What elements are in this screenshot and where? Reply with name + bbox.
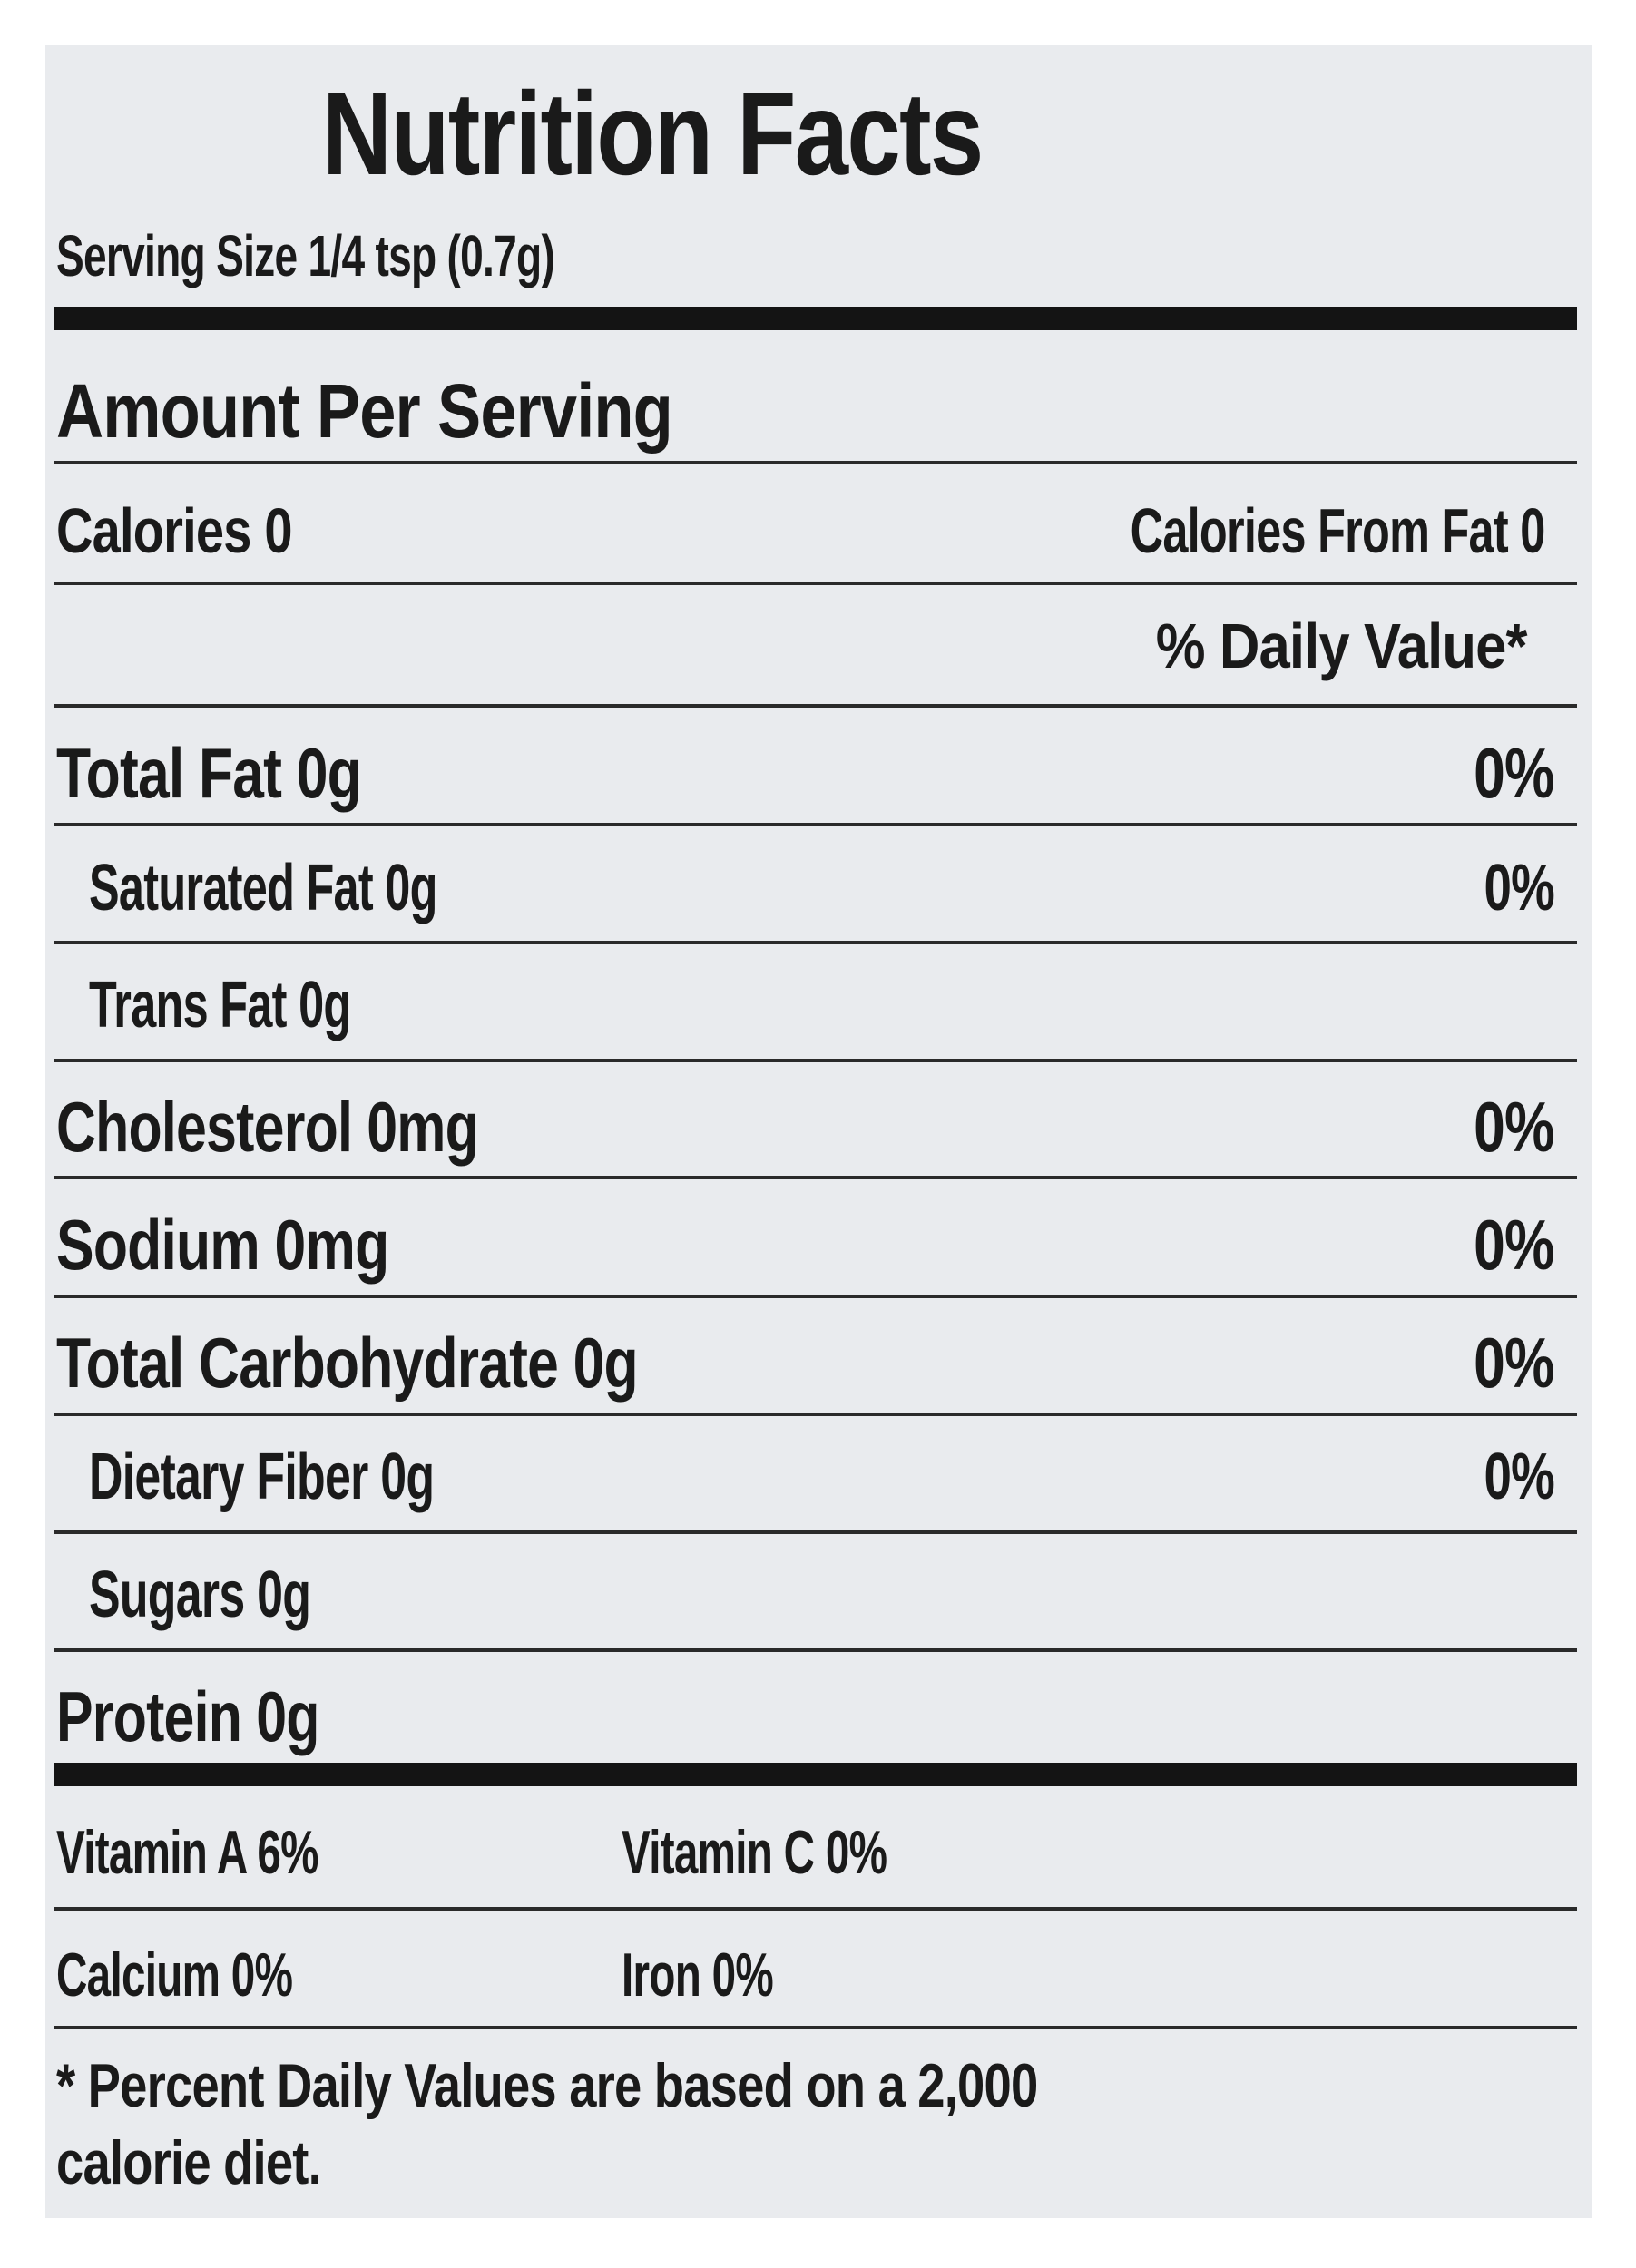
divider xyxy=(54,1059,1577,1062)
calories-from-fat: Calories From Fat 0 xyxy=(1131,495,1546,566)
serving-size: Serving Size 1/4 tsp (0.7g) xyxy=(56,223,555,288)
dietary-fiber-label: Dietary Fiber 0g xyxy=(89,1441,435,1513)
footnote-line-1: * Percent Daily Values are based on a 2,… xyxy=(56,2051,1038,2120)
divider xyxy=(54,1907,1577,1911)
divider xyxy=(54,1295,1577,1298)
footnote-line-2: calorie diet. xyxy=(56,2128,322,2197)
total-carbohydrate-dv: 0% xyxy=(1474,1323,1554,1403)
protein-label: Protein 0g xyxy=(56,1677,319,1756)
divider xyxy=(54,461,1577,464)
daily-value-header: % Daily Value* xyxy=(1156,611,1528,681)
dietary-fiber-dv: 0% xyxy=(1484,1441,1554,1513)
top-thick-divider xyxy=(54,307,1577,330)
divider xyxy=(54,1648,1577,1652)
nutrition-facts-label xyxy=(45,45,1592,2218)
sodium-label: Sodium 0mg xyxy=(56,1205,389,1285)
divider xyxy=(54,941,1577,944)
divider xyxy=(54,823,1577,826)
sodium-dv: 0% xyxy=(1474,1205,1554,1285)
cholesterol-label: Cholesterol 0mg xyxy=(56,1087,479,1167)
vitamin-a: Vitamin A 6% xyxy=(56,1818,318,1887)
trans-fat-label: Trans Fat 0g xyxy=(89,969,351,1041)
total-fat-dv: 0% xyxy=(1474,733,1554,813)
cholesterol-dv: 0% xyxy=(1474,1087,1554,1167)
divider xyxy=(54,704,1577,708)
saturated-fat-label: Saturated Fat 0g xyxy=(89,852,437,924)
iron: Iron 0% xyxy=(622,1941,774,2009)
divider xyxy=(54,1530,1577,1534)
bottom-thick-divider xyxy=(54,1763,1577,1786)
label-title: Nutrition Facts xyxy=(322,67,984,200)
total-fat-label: Total Fat 0g xyxy=(56,733,362,813)
amount-per-serving: Amount Per Serving xyxy=(56,368,673,454)
calories: Calories 0 xyxy=(56,495,292,566)
saturated-fat-dv: 0% xyxy=(1484,852,1554,924)
total-carbohydrate-label: Total Carbohydrate 0g xyxy=(56,1323,639,1403)
sugars-label: Sugars 0g xyxy=(89,1559,311,1631)
divider xyxy=(54,1413,1577,1416)
divider xyxy=(54,2026,1577,2029)
vitamin-c: Vitamin C 0% xyxy=(622,1818,887,1887)
divider xyxy=(54,1176,1577,1179)
calcium: Calcium 0% xyxy=(56,1941,293,2009)
divider xyxy=(54,582,1577,585)
